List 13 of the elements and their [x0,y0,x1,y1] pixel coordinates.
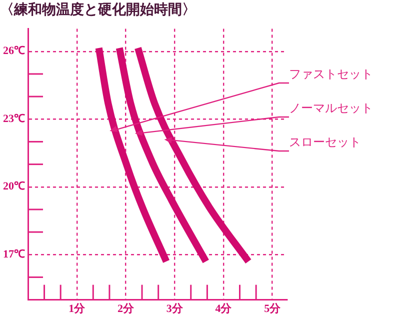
x-tick-label: 4分 [215,302,233,316]
y-tick-label: 26℃ [3,45,25,58]
x-tick-label: 5分 [264,302,282,316]
text: ファストセット [289,67,373,82]
chart-title: 〈練和物温度と硬化開始時間〉 [0,1,196,18]
y-tick-label: 20℃ [3,180,25,193]
y-tick-label: 23℃ [3,112,25,125]
x-tick-label: 1分 [68,302,86,316]
y-tick-label: 17℃ [3,248,25,260]
x-tick-label: 2分 [117,302,135,316]
text: スローセット [289,135,361,150]
x-tick-label: 3分 [166,302,184,316]
text: ノーマルセット [289,101,373,116]
